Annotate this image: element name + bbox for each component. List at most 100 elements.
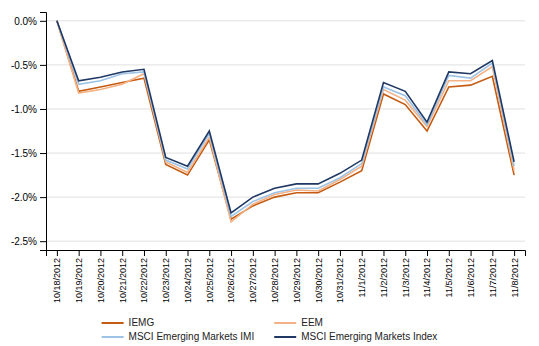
tick: 11/6/2012 (466, 250, 476, 297)
grid-line (46, 153, 525, 154)
legend-label: MSCI Emerging Markets IMI (129, 331, 255, 342)
tick-mark (318, 250, 319, 256)
tick: 10/31/2012 (335, 250, 345, 303)
tick-mark (40, 109, 46, 110)
tick: 11/7/2012 (488, 250, 498, 297)
tick: 10/30/2012 (314, 250, 324, 303)
tick-label: 11/5/2012 (444, 258, 454, 297)
tick-mark (340, 250, 341, 256)
legend-item: EEM (274, 317, 323, 328)
tick: 10/22/2012 (139, 250, 149, 303)
tick-mark (449, 250, 450, 256)
legend-item: IEMG (102, 317, 155, 328)
legend-swatch (274, 336, 296, 338)
grid-line (46, 241, 525, 242)
tick-mark (209, 250, 210, 256)
tick-label: -0.5% (11, 60, 37, 71)
tick-mark (362, 250, 363, 256)
tick-mark (427, 250, 428, 256)
tick: 10/18/2012 (52, 250, 62, 303)
tick: -0.5% (11, 60, 46, 71)
tick-label: 10/22/2012 (139, 258, 149, 303)
legend-label: MSCI Emerging Markets Index (301, 331, 437, 342)
axis-line (47, 251, 526, 257)
tick-label: -2.5% (11, 236, 37, 247)
tick-mark (144, 250, 145, 256)
tick: 11/4/2012 (422, 250, 432, 297)
tick: 10/20/2012 (96, 250, 106, 303)
legend-swatch (274, 322, 296, 324)
tick-label: -1.0% (11, 104, 37, 115)
tick: 11/1/2012 (357, 250, 367, 297)
tick: 10/24/2012 (183, 250, 193, 303)
tick: 10/29/2012 (292, 250, 302, 303)
grid-line (46, 197, 525, 198)
legend: IEMG EEM MSCI Emerging Markets IMI MSCI Eme… (102, 317, 438, 342)
tick: 10/19/2012 (74, 250, 84, 303)
axis-line (40, 13, 47, 251)
tick-mark (188, 250, 189, 256)
tick-mark (405, 250, 406, 256)
x-axis: 10/18/2012 10/19/2012 10/20/2012 10/21/2012… (47, 250, 526, 303)
tick-label: 10/21/2012 (118, 258, 128, 303)
tick-mark (122, 250, 123, 256)
tick-mark (79, 250, 80, 256)
tick-label: 11/3/2012 (401, 258, 411, 297)
tick-label: 11/2/2012 (379, 258, 389, 297)
tick-mark (57, 250, 58, 256)
series-line (57, 21, 514, 222)
tick-label: 11/1/2012 (357, 258, 367, 297)
tick-mark (296, 250, 297, 256)
legend-item: MSCI Emerging Markets IMI (102, 331, 255, 342)
tick-label: -2.0% (11, 192, 37, 203)
tick: -1.5% (11, 148, 46, 159)
tick-label: -1.5% (11, 148, 37, 159)
tick-mark (40, 65, 46, 66)
legend-item: MSCI Emerging Markets Index (274, 331, 437, 342)
tick: 10/27/2012 (248, 250, 258, 303)
tick-mark (383, 250, 384, 256)
tick: 10/21/2012 (118, 250, 128, 303)
legend-swatch (102, 322, 124, 324)
tick-label: 10/27/2012 (248, 258, 258, 303)
legend-label: IEMG (129, 317, 155, 328)
tick-mark (492, 250, 493, 256)
tick-label: 10/18/2012 (52, 258, 62, 303)
tick-mark (40, 197, 46, 198)
tick-mark (275, 250, 276, 256)
series-line (57, 21, 514, 219)
series-line (57, 21, 514, 213)
chart: 0.0%-0.5%-1.0%-1.5%-2.0%-2.5%10/18/20121… (0, 0, 539, 346)
tick-label: 10/31/2012 (335, 258, 345, 303)
tick: 10/26/2012 (226, 250, 236, 303)
tick-label: 11/6/2012 (466, 258, 476, 297)
tick-mark (40, 153, 46, 154)
tick-label: 10/23/2012 (161, 258, 171, 303)
tick-label: 10/24/2012 (183, 258, 193, 303)
tick-mark (166, 250, 167, 256)
tick-label: 11/4/2012 (422, 258, 432, 297)
tick-label: 10/28/2012 (270, 258, 280, 303)
legend-swatch (102, 336, 124, 338)
tick-label: 11/8/2012 (509, 258, 519, 297)
tick-label: 10/26/2012 (226, 258, 236, 303)
grid-line (46, 64, 525, 65)
tick-label: 10/29/2012 (292, 258, 302, 303)
tick-label: 0.0% (14, 16, 37, 27)
tick: -2.5% (11, 236, 46, 247)
tick: 10/25/2012 (205, 250, 215, 303)
lines (57, 21, 514, 222)
tick-label: 11/7/2012 (488, 258, 498, 297)
grid-line (46, 20, 525, 21)
tick-mark (253, 250, 254, 256)
tick-mark (514, 250, 515, 256)
tick-label: 10/25/2012 (205, 258, 215, 303)
y-axis: 0.0% -0.5% -1.0% -1.5% -2.0% -2.5% (11, 13, 47, 251)
tick-label: 10/20/2012 (96, 258, 106, 303)
series-line (57, 21, 514, 217)
tick-mark (100, 250, 101, 256)
tick-mark (471, 250, 472, 256)
tick: 11/8/2012 (509, 250, 519, 297)
tick: 10/23/2012 (161, 250, 171, 303)
tick: 11/3/2012 (401, 250, 411, 297)
